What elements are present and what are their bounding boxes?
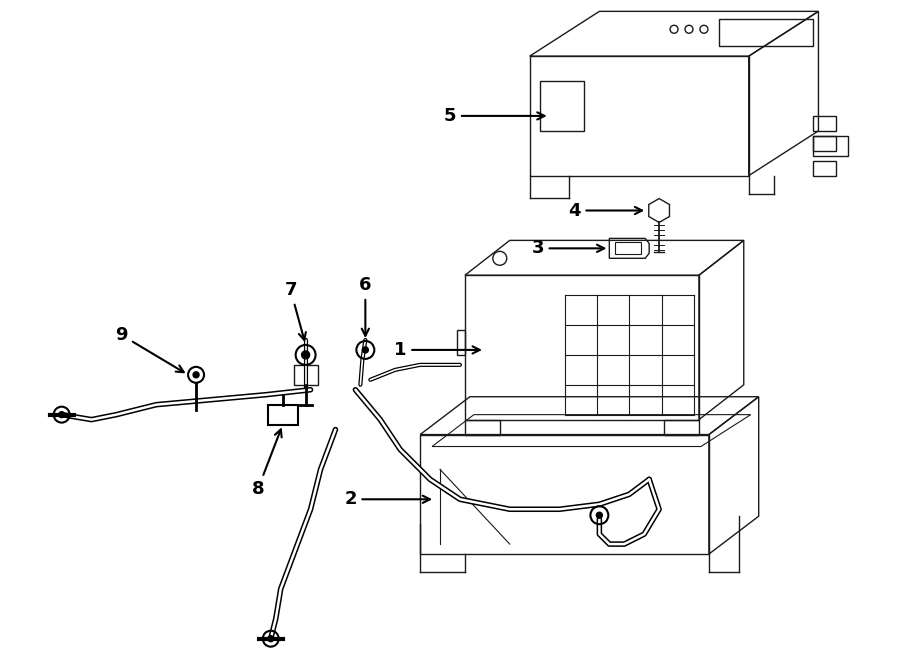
Circle shape [302,351,310,359]
Text: 5: 5 [444,107,544,125]
Circle shape [194,372,199,378]
Circle shape [58,412,65,418]
Text: 6: 6 [359,276,372,336]
Text: 1: 1 [394,341,480,359]
Text: 9: 9 [115,326,184,372]
Circle shape [597,512,602,518]
Text: 8: 8 [251,430,282,498]
Text: 7: 7 [284,281,306,340]
Text: 4: 4 [568,202,642,219]
Circle shape [268,636,274,642]
Text: 2: 2 [344,490,430,508]
Circle shape [363,347,368,353]
Text: 3: 3 [531,239,604,257]
Polygon shape [268,405,298,424]
